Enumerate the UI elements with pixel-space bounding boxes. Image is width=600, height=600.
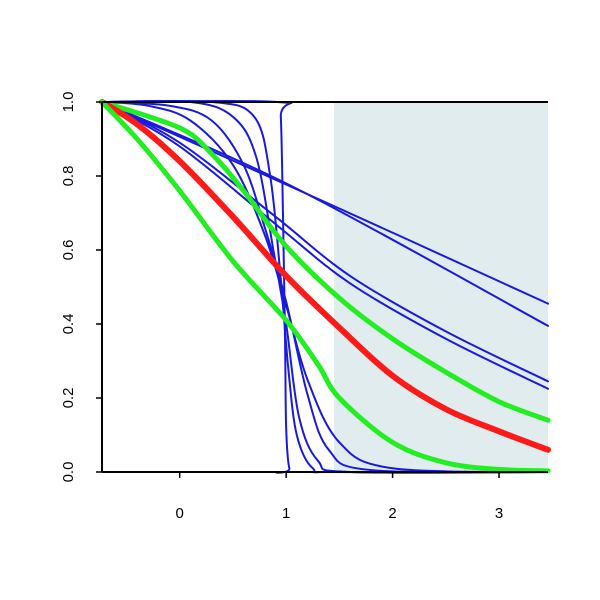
ticks-layer: 0 1 2 3 0.0 0.2 0.4 0.6 0.8 1.0	[60, 92, 503, 522]
series-line-11	[99, 99, 551, 453]
y-tick-label: 0.2	[60, 388, 77, 409]
y-tick-label: 0.8	[60, 166, 77, 187]
y-tick-label: 1.0	[60, 92, 77, 113]
axes-layer	[101, 101, 548, 473]
x-tick-label: 1	[282, 505, 290, 522]
y-tick-label: 0.4	[60, 314, 77, 335]
x-tick-label: 2	[388, 505, 396, 522]
series-line-1	[101, 101, 549, 305]
x-tick-label: 0	[176, 505, 184, 522]
series-line-2	[101, 101, 549, 327]
x-tick-label: 3	[495, 505, 503, 522]
series-line-3	[101, 101, 549, 383]
y-tick-label: 0.0	[60, 462, 77, 483]
y-tick-label: 0.6	[60, 240, 77, 261]
series-line-4	[101, 101, 549, 390]
series-line-10	[99, 99, 551, 423]
series-line-12	[99, 99, 551, 474]
